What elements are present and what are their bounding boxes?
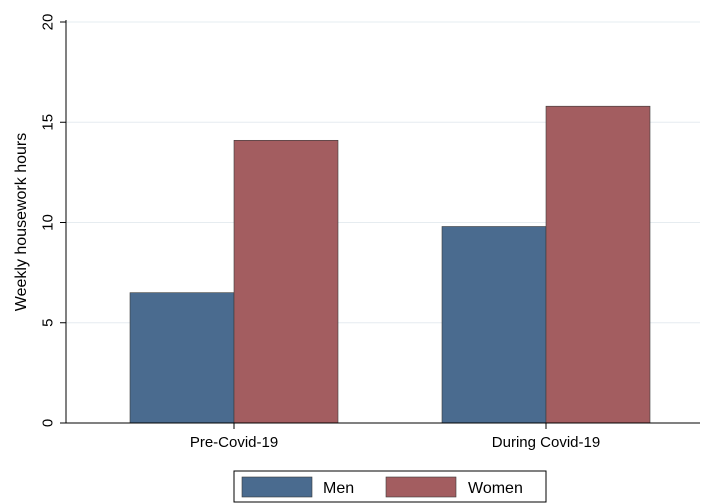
y-axis-title: Weekly housework hours <box>13 133 30 311</box>
bar-women-pre-covid <box>233 139 339 424</box>
y-tick-label: 5 <box>39 319 56 327</box>
y-tick-label: 20 <box>39 14 56 31</box>
bar-men-during-covid <box>441 226 547 424</box>
bars <box>129 105 651 424</box>
x-tick-label: Pre-Covid-19 <box>190 434 278 451</box>
x-tick-label: During Covid-19 <box>492 434 600 451</box>
y-tick-label: 10 <box>39 214 56 231</box>
y-tick-label: 0 <box>39 419 56 427</box>
y-tick-label: 15 <box>39 114 56 131</box>
legend-swatch-men <box>241 476 313 498</box>
legend-label-men: Men <box>323 480 354 497</box>
bar-men-pre-covid <box>129 292 235 424</box>
x-axis-ticks: Pre-Covid-19 During Covid-19 <box>190 423 600 451</box>
legend: Men Women <box>233 470 547 503</box>
legend-label-women: Women <box>468 480 523 497</box>
y-axis-ticks: 0 5 10 15 20 <box>39 14 66 427</box>
bar-women-during-covid <box>545 105 651 424</box>
legend-swatch-women <box>385 476 457 498</box>
